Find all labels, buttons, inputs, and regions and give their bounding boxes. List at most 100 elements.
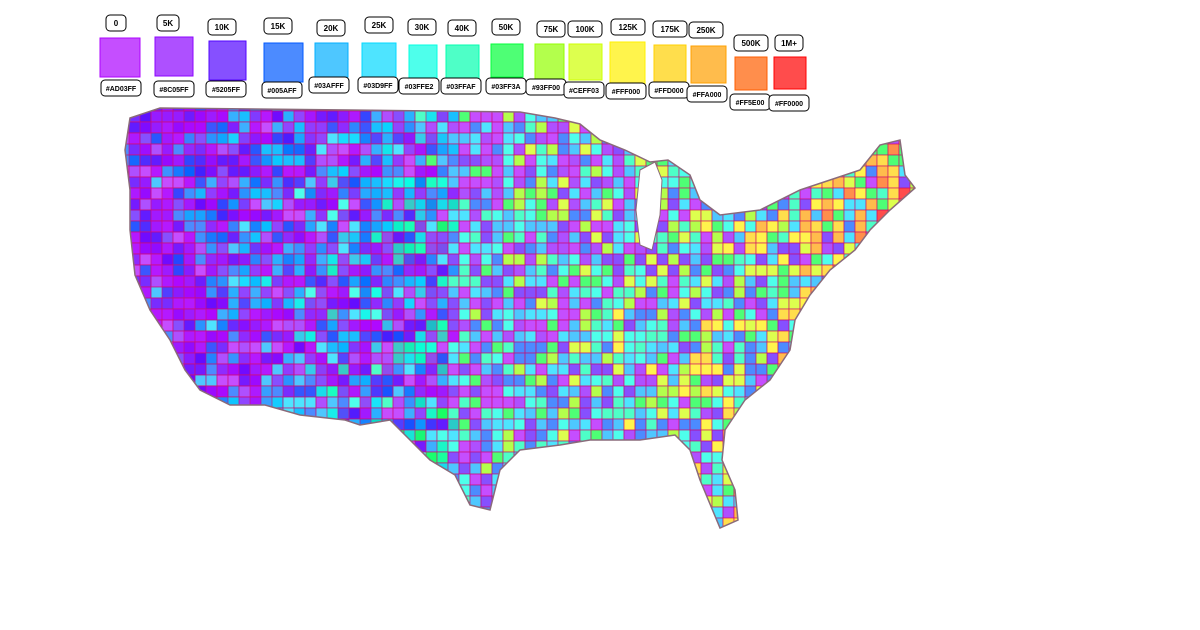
county [777,429,790,442]
county [546,473,559,486]
county [293,451,317,464]
county [125,264,130,277]
county [414,108,438,112]
county [843,264,856,277]
county [546,429,559,442]
county [898,440,911,453]
county [469,418,482,431]
county [579,132,592,145]
county [557,385,570,398]
county [854,143,867,156]
county [810,121,823,134]
county [700,275,713,288]
county [436,220,449,233]
county [689,253,702,266]
county [811,529,822,540]
county [656,341,669,354]
county [293,286,306,299]
county [128,297,141,310]
county [271,484,284,497]
county [480,121,493,134]
county [810,440,823,453]
county [645,110,658,123]
county [469,363,482,376]
county [128,429,152,442]
county [348,209,361,222]
county [656,132,669,145]
county [832,132,845,145]
county [447,319,460,332]
county [799,385,812,398]
county [271,165,284,178]
county [678,407,691,420]
county [634,418,647,431]
county [392,297,405,310]
county [502,473,515,486]
county [359,363,372,376]
county [535,374,548,387]
county [711,253,724,266]
county [139,330,163,343]
county [238,429,251,442]
county [404,529,437,540]
county [458,132,471,145]
legend-label-box [652,20,688,38]
county [491,407,504,420]
county [865,462,878,475]
county [447,495,460,508]
county [623,506,636,519]
legend-swatch [609,41,646,85]
county [315,495,350,508]
county [722,220,735,233]
county [678,308,691,321]
county [821,506,834,519]
county [183,517,218,528]
county [125,440,141,453]
county [458,253,471,266]
county [535,121,548,134]
county [722,484,735,497]
county [304,121,317,134]
county [623,418,636,431]
county [557,341,570,354]
county [579,506,592,519]
county [524,517,537,528]
county [689,429,702,442]
county [282,154,295,167]
county [535,242,548,255]
county [546,396,559,409]
county [854,308,867,321]
county [887,473,900,486]
county [788,374,801,387]
county [832,473,845,486]
county [139,495,174,508]
county [667,462,680,475]
county [139,418,152,431]
county [909,319,915,332]
county [898,341,911,354]
county [876,286,889,299]
county [799,484,812,497]
county [392,154,405,167]
county [458,198,471,211]
county [513,308,526,321]
county [843,242,856,255]
county [623,108,636,112]
county [458,429,471,442]
county [777,209,790,222]
county [645,396,658,409]
county [348,495,372,508]
county [755,319,768,332]
county [557,165,570,178]
county [832,385,845,398]
county [755,407,768,420]
county [414,341,427,354]
county [810,297,823,310]
county [128,484,141,497]
county [326,484,339,497]
legend: 0#AD03FF5K#8C05FF10K#5205FF15K#005AFF20K… [99,14,810,112]
county [865,132,878,145]
county [590,198,603,211]
legend-label-box [207,18,237,36]
county [799,440,812,453]
